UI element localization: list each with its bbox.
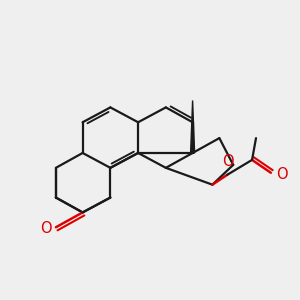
Text: O: O <box>223 154 234 169</box>
Text: O: O <box>276 167 287 182</box>
Text: O: O <box>40 221 52 236</box>
Polygon shape <box>190 100 195 153</box>
